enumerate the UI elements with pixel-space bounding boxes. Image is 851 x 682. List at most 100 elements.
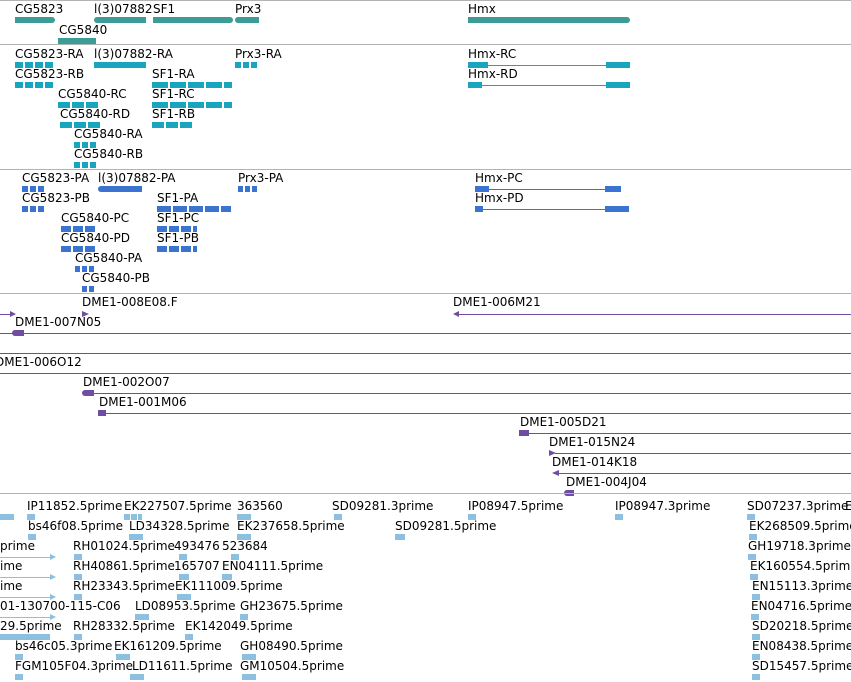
est-glyph[interactable] [185, 634, 193, 640]
transcript-label[interactable]: SF1-RC [152, 87, 195, 101]
transcript-glyph[interactable] [468, 82, 630, 88]
est-label[interactable]: bs46c05.3prime [15, 639, 113, 653]
est-glyph[interactable] [74, 574, 82, 580]
protein-glyph[interactable] [157, 206, 231, 212]
bac-glyph[interactable] [0, 350, 851, 356]
est-label[interactable]: SD09281.5prime [395, 519, 497, 533]
transcript-label[interactable]: SF1-RB [152, 107, 196, 121]
est-glyph[interactable] [135, 614, 149, 620]
est-label[interactable]: ime [0, 559, 23, 573]
est-label[interactable]: EK111009.5prime [175, 579, 283, 593]
protein-label[interactable]: Hmx-PC [475, 171, 523, 185]
est-label[interactable]: RH23343.5prime [73, 579, 175, 593]
est-glyph[interactable] [179, 554, 187, 560]
transcript-label[interactable]: CG5840-RA [74, 127, 143, 141]
est-label[interactable]: prime [0, 539, 35, 553]
protein-label[interactable]: Prx3-PA [238, 171, 284, 185]
gene-glyph[interactable] [235, 17, 259, 23]
est-glyph[interactable] [242, 674, 256, 680]
est-glyph[interactable] [242, 654, 256, 660]
est-glyph[interactable] [0, 614, 56, 620]
est-glyph[interactable] [74, 634, 82, 640]
est-label[interactable]: EN08438.5prime [752, 639, 851, 653]
est-label[interactable]: RH28332.5prime [73, 619, 175, 633]
est-label[interactable]: GH08490.5prime [240, 639, 343, 653]
bac-glyph[interactable] [552, 470, 851, 476]
est-label[interactable]: RH01024.5prime [73, 539, 175, 553]
protein-label[interactable]: l(3)07882-PA [98, 171, 176, 185]
bac-glyph[interactable] [0, 330, 851, 336]
protein-label[interactable]: CG5823-PA [22, 171, 90, 185]
est-label[interactable]: IP11852.5prime [27, 499, 123, 513]
est-glyph[interactable] [752, 654, 760, 660]
est-glyph[interactable] [74, 554, 82, 560]
est-glyph[interactable] [334, 514, 342, 520]
est-label[interactable]: EN04111.5prime [222, 559, 324, 573]
bac-glyph[interactable] [82, 390, 851, 396]
est-glyph[interactable] [124, 514, 142, 520]
transcript-glyph[interactable] [152, 122, 194, 128]
protein-glyph[interactable] [98, 186, 142, 192]
protein-label[interactable]: SF1-PB [157, 231, 199, 245]
est-label[interactable]: EK161209.5prime [114, 639, 222, 653]
est-glyph[interactable] [222, 574, 232, 580]
est-label[interactable]: LD08953.5prime [135, 599, 236, 613]
est-label[interactable]: IP08947.3prime [615, 499, 711, 513]
bac-label[interactable]: DME1-015N24 [549, 435, 636, 449]
est-label[interactable]: 29.5prime [0, 619, 62, 633]
gene-label[interactable]: Prx3 [235, 2, 262, 16]
est-glyph[interactable] [468, 514, 476, 520]
est-label[interactable]: FGM105F04.3prime [15, 659, 134, 673]
transcript-label[interactable]: l(3)07882-RA [94, 47, 173, 61]
protein-glyph[interactable] [157, 226, 197, 232]
protein-glyph[interactable] [475, 206, 629, 212]
protein-label[interactable]: SF1-PA [157, 191, 199, 205]
est-label[interactable]: EN04716.5prime [751, 599, 851, 613]
est-label[interactable]: GH19718.3prime [748, 539, 851, 553]
est-label[interactable]: ime [0, 579, 23, 593]
est-glyph[interactable] [749, 534, 757, 540]
est-label[interactable]: SD15457.5prime [752, 659, 851, 673]
bac-glyph[interactable] [519, 430, 851, 436]
est-label[interactable]: E [845, 499, 851, 513]
protein-label[interactable]: CG5823-PB [22, 191, 91, 205]
est-label[interactable]: SD20218.5prime [752, 619, 851, 633]
gene-label[interactable]: SF1 [153, 2, 176, 16]
est-glyph[interactable] [240, 614, 248, 620]
protein-glyph[interactable] [61, 246, 97, 252]
est-glyph[interactable] [15, 654, 23, 660]
bac-glyph[interactable] [453, 311, 851, 317]
est-glyph[interactable] [177, 594, 191, 600]
protein-label[interactable]: SF1-PC [157, 211, 200, 225]
transcript-glyph[interactable] [468, 62, 630, 68]
bac-glyph[interactable] [0, 370, 851, 376]
est-label[interactable]: SD09281.3prime [332, 499, 434, 513]
transcript-label[interactable]: Hmx-RC [468, 47, 517, 61]
est-label[interactable]: LD34328.5prime [129, 519, 230, 533]
est-glyph[interactable] [15, 674, 23, 680]
est-label[interactable]: bs46f08.5prime [28, 519, 124, 533]
est-label[interactable]: 165707 [174, 559, 220, 573]
bac-glyph[interactable] [0, 311, 16, 317]
est-glyph[interactable] [74, 594, 82, 600]
est-label[interactable]: RH40861.5prime [73, 559, 175, 573]
est-glyph[interactable] [750, 574, 758, 580]
est-glyph[interactable] [0, 574, 56, 580]
est-label[interactable]: LD11611.5prime [132, 659, 233, 673]
protein-glyph[interactable] [22, 186, 44, 192]
est-glyph[interactable] [0, 594, 56, 600]
transcript-glyph[interactable] [15, 62, 55, 68]
est-glyph[interactable] [615, 514, 623, 520]
est-glyph[interactable] [752, 674, 760, 680]
transcript-label[interactable]: CG5823-RB [15, 67, 85, 81]
est-label[interactable]: IP08947.5prime [468, 499, 564, 513]
bac-label[interactable]: DME1-001M06 [99, 395, 187, 409]
transcript-glyph[interactable] [94, 62, 146, 68]
protein-glyph[interactable] [22, 206, 44, 212]
est-label[interactable]: EK237658.5prime [237, 519, 345, 533]
est-glyph[interactable] [28, 534, 36, 540]
gene-label[interactable]: CG5823 [15, 2, 64, 16]
protein-label[interactable]: CG5840-PD [61, 231, 131, 245]
transcript-label[interactable]: SF1-RA [152, 67, 195, 81]
est-glyph[interactable] [237, 534, 251, 540]
